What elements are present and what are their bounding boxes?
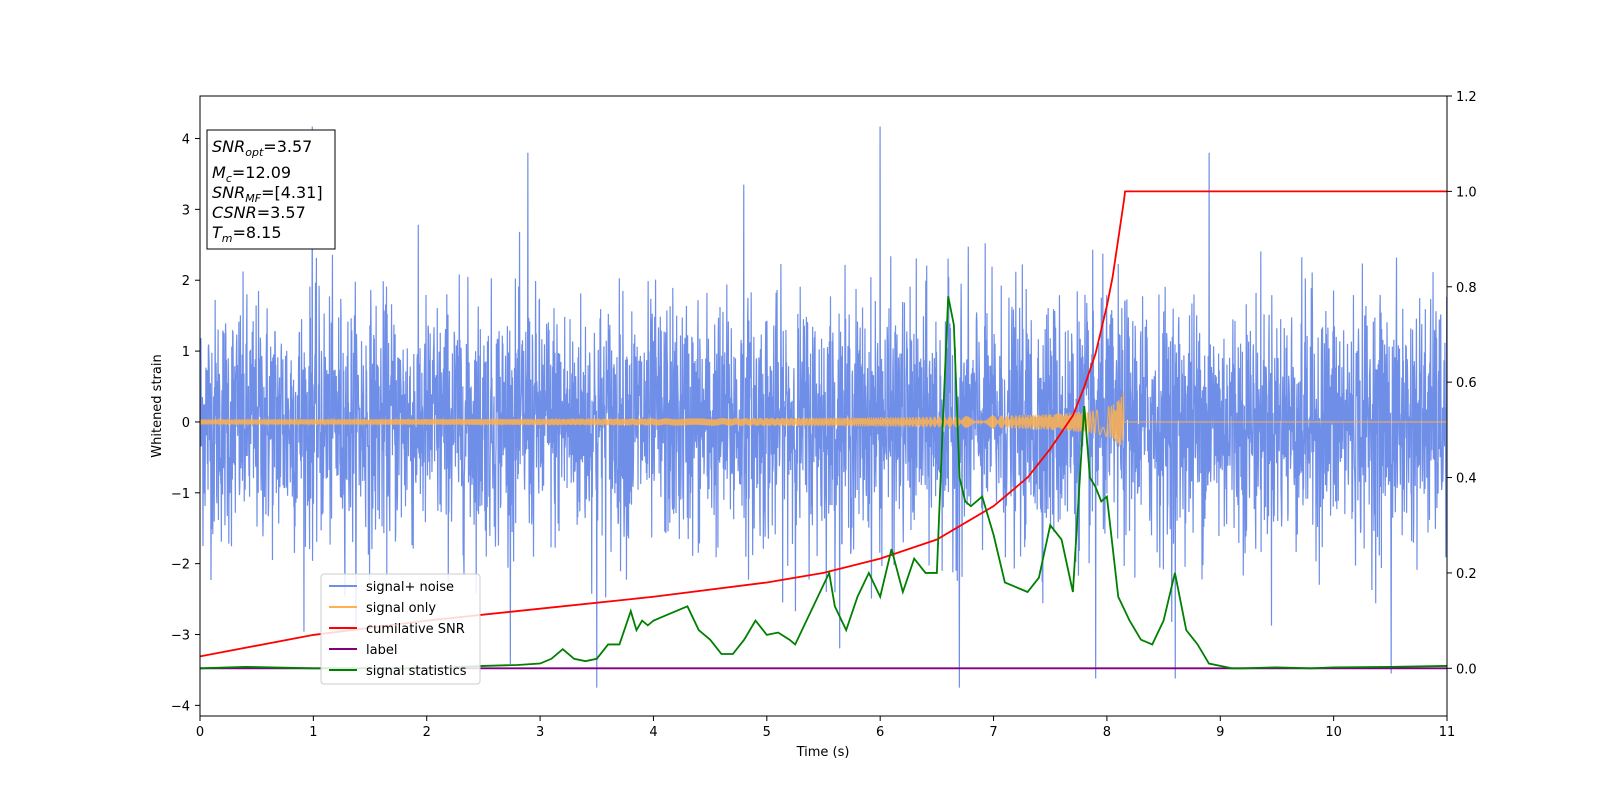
legend-label-signal-statistics: signal statistics [366,664,467,679]
x-axis-title: Time (s) [796,745,850,760]
x-tick-label: 1 [309,725,317,740]
y-left-tick-label: 1 [182,345,190,360]
y-right-tick-label: 0.2 [1456,567,1477,582]
legend-label-cumulative-snr: cumilative SNR [366,622,465,637]
x-tick-label: 3 [536,725,544,740]
x-tick-label: 2 [423,725,431,740]
y-axis-left: 4 3 2 1 0 −1 −2 −3 −4 [171,133,200,714]
x-tick-label: 11 [1439,725,1456,740]
y-left-tick-label: −1 [171,487,190,502]
x-tick-label: 7 [989,725,997,740]
series-signal-noise [200,126,1447,688]
series-cumulative-snr [200,190,1447,658]
y-left-tick-label: 3 [182,203,190,218]
signal-only-series [200,391,1447,446]
legend-label-signal-noise: signal+ noise [366,580,454,595]
y-axis-right: 1.2 1.0 0.8 0.6 0.4 0.2 0.0 [1447,90,1477,677]
x-tick-label: 0 [196,725,204,740]
legend-label-signal-only: signal only [366,601,436,616]
x-tick-label: 9 [1216,725,1224,740]
y-left-tick-label: 0 [182,416,190,431]
y-left-tick-label: −3 [171,629,190,644]
y-left-tick-label: −2 [171,558,190,573]
y-left-tick-label: 4 [182,133,190,148]
y-left-tick-label: 2 [182,274,190,289]
y-right-tick-label: 0.8 [1456,281,1477,296]
y-left-tick-label: −4 [171,699,190,714]
legend-frame [320,573,481,685]
x-tick-label: 4 [649,725,657,740]
info-csnr: CSNR=3.57 [212,203,306,222]
info-mc: Mc=12.09 [212,163,291,185]
x-tick-label: 5 [763,725,771,740]
info-tm: Tm=8.15 [212,223,282,245]
x-tick-label: 10 [1325,725,1342,740]
y-right-tick-label: 0.6 [1456,376,1477,391]
series-signal-statistics [200,296,1447,670]
info-box-frame [206,129,336,250]
y-right-tick-label: 1.0 [1456,185,1477,200]
x-tick-label: 6 [876,725,884,740]
y-axis-title: Whitened strain [150,354,165,457]
plot-frame [199,95,1448,717]
x-tick-label: 8 [1103,725,1111,740]
x-axis: 0 1 2 3 4 5 6 7 8 9 10 11 [196,716,1455,740]
y-right-tick-label: 0.0 [1456,662,1477,677]
legend-label-label: label [366,643,397,658]
info-snr-opt: SNRopt=3.57 [212,137,312,159]
info-box: SNRopt=3.57 Mc=12.09 SNRMF=[4.31] CSNR=3… [206,129,336,250]
y-right-tick-label: 0.4 [1456,472,1477,487]
y-right-tick-label: 1.2 [1456,90,1477,105]
info-snr-mf: SNRMF=[4.31] [212,183,323,205]
signal-noise-series [200,126,1447,688]
legend: signal+ noise signal only cumilative SNR… [320,573,481,685]
series-signal-only [200,391,1447,446]
